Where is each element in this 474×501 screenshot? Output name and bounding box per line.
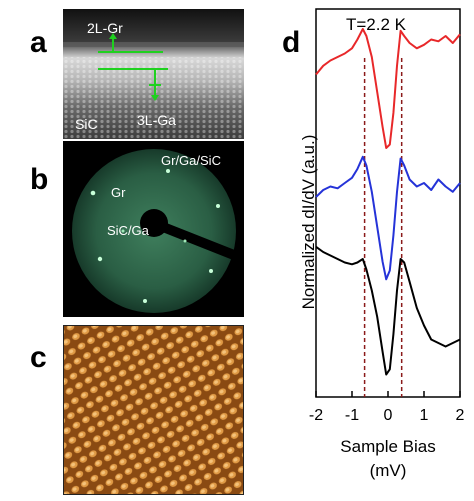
x-tick-label: 2 (456, 407, 465, 424)
label-sic-ga: SiC/Ga (107, 223, 150, 238)
leed-image-svg: Gr/Ga/SiC Gr SiC/Ga (63, 141, 244, 317)
chart-title: T=2.2 K (346, 15, 407, 34)
label-3l-ga: 3L-Ga (137, 112, 176, 128)
series-line-black (315, 245, 461, 376)
x-tick-label: -2 (309, 407, 323, 424)
chart-xunit: (mV) (370, 461, 407, 480)
chart-ylabel: Normalized dI/dV (a.u.) (299, 135, 318, 310)
panel-letter-c: c (30, 341, 47, 374)
x-tick-label: 0 (384, 407, 393, 424)
series-layer (315, 28, 461, 376)
guide-lines (363, 58, 403, 397)
panel-a-stem-image: 2L-Gr 3L-Ga SiC (63, 9, 244, 139)
x-tick-label: 1 (420, 407, 429, 424)
label-2l-gr: 2L-Gr (87, 20, 123, 36)
label-sic: SiC (75, 116, 98, 132)
chart-xlabel: Sample Bias (340, 437, 435, 456)
panel-c-stm-image (63, 325, 244, 495)
stem-image-svg: 2L-Gr 3L-Ga SiC (63, 9, 244, 139)
x-ticks: -2 -1 0 1 2 (309, 391, 465, 424)
panel-d-chart: T=2.2 K Normalized dI/dV (a.u.) -2 -1 0 1 2 … (299, 8, 465, 480)
panel-letter-a: a (30, 26, 47, 59)
plot-area (315, 8, 461, 398)
series-line-blue (315, 155, 461, 281)
panel-letter-b: b (30, 163, 49, 196)
series-line-red (315, 28, 461, 149)
panel-b-leed-image: Gr/Ga/SiC Gr SiC/Ga (63, 141, 244, 317)
stm-image-svg (63, 325, 244, 495)
x-tick-label: -1 (345, 407, 359, 424)
label-gr-ga-sic: Gr/Ga/SiC (161, 153, 221, 168)
panel-letter-d: d (282, 26, 301, 59)
label-gr: Gr (111, 185, 126, 200)
